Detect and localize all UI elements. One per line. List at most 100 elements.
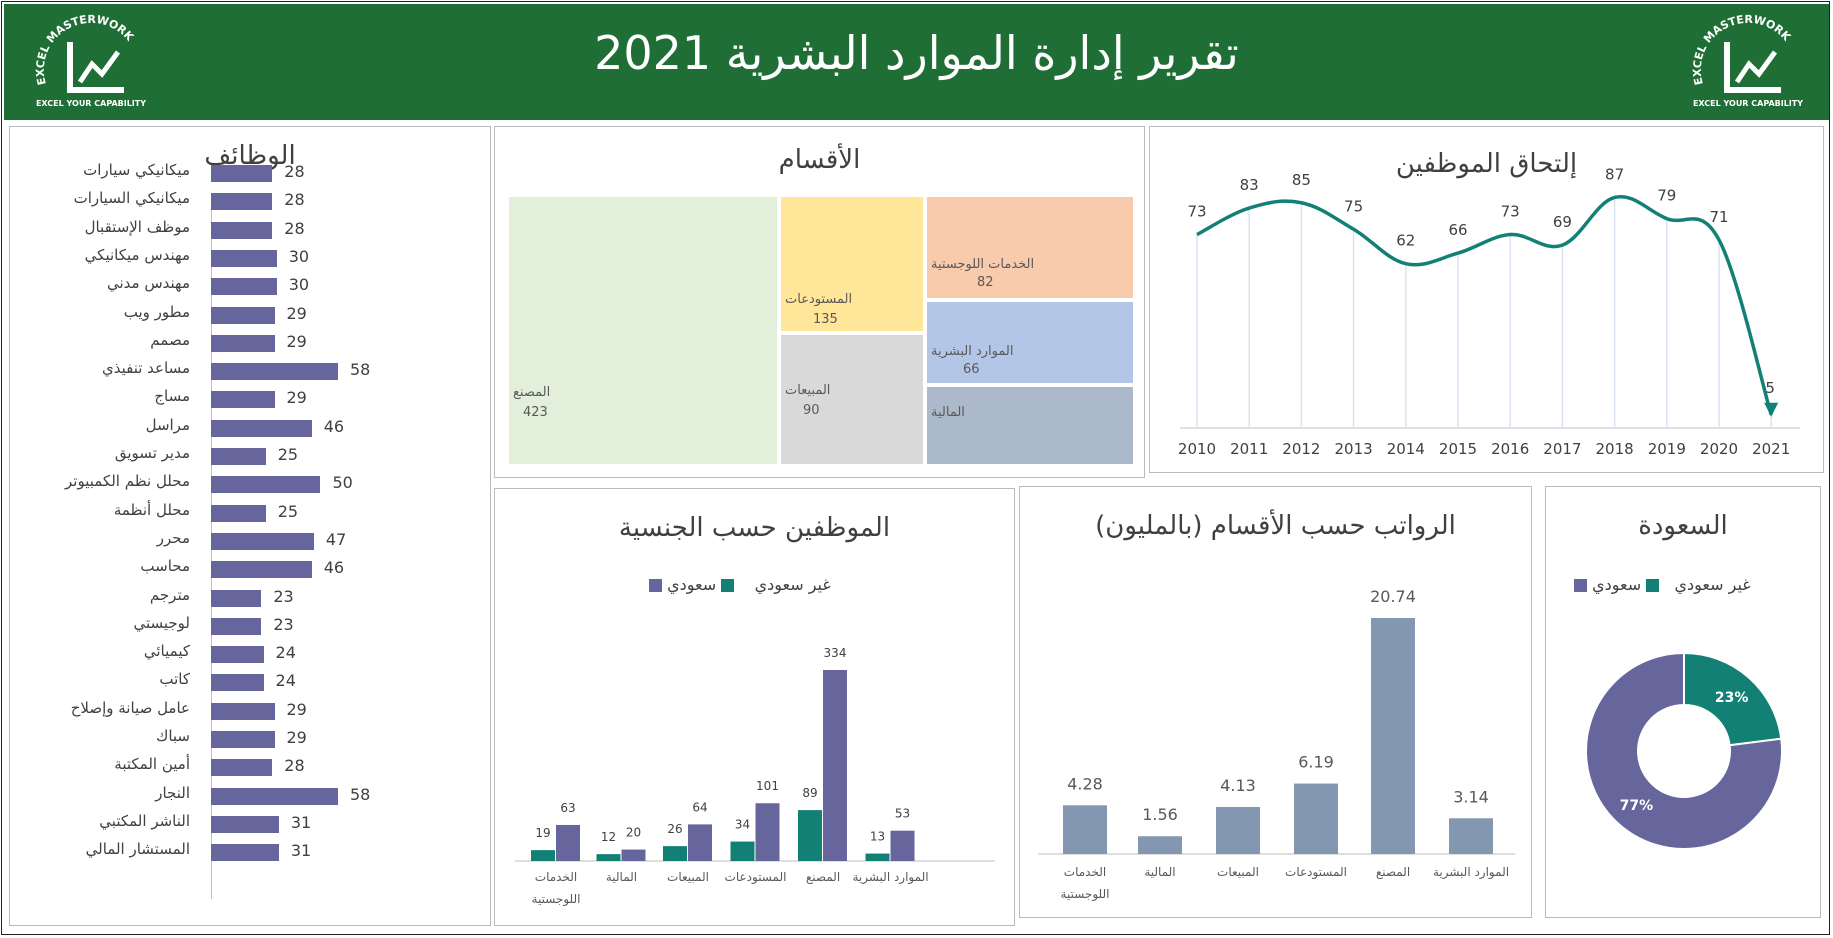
nationality-bar <box>890 830 915 861</box>
job-row: النجار 58 <box>10 782 490 810</box>
logo-left: EXCEL MASTERWORK EXCEL YOUR CAPABILITY <box>32 12 150 112</box>
legend-saudi-swatch <box>721 579 735 592</box>
job-value-label: 30 <box>288 275 310 295</box>
salary-x-tick-label: المصنع <box>1376 865 1410 879</box>
job-value-label: 24 <box>275 671 296 691</box>
legend-saudi-swatch <box>1646 579 1660 592</box>
job-bar <box>211 249 277 267</box>
job-bar <box>211 731 275 748</box>
job-row: كاتب 24 <box>10 668 490 696</box>
job-value-label: 31 <box>290 812 312 832</box>
salary-x-tick-label: اللوجستية <box>1061 887 1110 902</box>
nationality-x-tick-label: اللوجستية <box>532 892 581 907</box>
legend-non-saudi-label: غير سعودي <box>754 575 831 594</box>
job-bar <box>211 787 338 805</box>
treemap-label: الموارد البشرية <box>931 344 1014 359</box>
nationality-data-label: 13 <box>870 830 885 844</box>
treemap-cell: المصنع 423 <box>507 195 779 466</box>
hiring-title: إلتحاق الموظفين <box>1395 149 1578 179</box>
nationality-data-label: 89 <box>802 786 817 800</box>
job-bar <box>211 674 264 692</box>
salary-bar <box>1371 618 1415 854</box>
job-value-label: 28 <box>284 162 305 181</box>
hiring-x-tick-label: 2017 <box>1543 440 1581 458</box>
job-bar <box>211 617 262 635</box>
job-row: أمين المكتبة 28 <box>10 753 490 781</box>
hiring-x-tick-label: 2021 <box>1752 440 1790 458</box>
treemap-value: 90 <box>803 403 820 418</box>
job-row: مصمم 29 <box>10 329 490 357</box>
nationality-bar-chart: 19 63 الخدمات اللوجستية 12 20 المالية 26 64 المبي… <box>515 646 995 907</box>
nationality-title: الموظفين حسب الجنسية <box>618 513 891 543</box>
departments-treemap: المصنع 423 المستودعات 135 المبيعات 90 الخدمات … <box>507 195 1135 466</box>
nationality-bar <box>556 824 580 861</box>
job-row: مهندس ميكانيكي 30 <box>10 244 490 272</box>
job-bar <box>211 702 275 720</box>
job-value-label: 31 <box>290 841 312 861</box>
job-value-label: 29 <box>286 728 307 747</box>
job-label: كاتب <box>159 670 190 689</box>
job-value-label: 24 <box>275 643 296 663</box>
nationality-data-label: 64 <box>692 800 707 814</box>
job-label: موظف الإستقبال <box>84 217 190 236</box>
job-value-label: 29 <box>286 303 307 323</box>
salary-bar <box>1449 818 1493 854</box>
nationality-data-label: 19 <box>535 826 550 840</box>
hiring-x-tick-label: 2014 <box>1387 440 1425 458</box>
hiring-x-tick-label: 2015 <box>1439 440 1477 458</box>
job-label: مترجم <box>149 585 190 604</box>
nationality-bar <box>688 824 712 861</box>
nationality-x-tick-label: الموارد البشرية <box>852 870 928 885</box>
treemap-value: 423 <box>523 405 548 420</box>
job-value-label: 29 <box>286 388 307 408</box>
hiring-data-label: 73 <box>1187 203 1206 221</box>
job-label: محرر <box>156 528 190 547</box>
nationality-bar <box>621 849 646 861</box>
job-label: مراسل <box>145 415 190 434</box>
hiring-x-tick-label: 2019 <box>1648 440 1686 458</box>
job-label: الناشر المكتبي <box>99 811 190 830</box>
nationality-data-label: 101 <box>756 779 779 793</box>
svg-text:EXCEL YOUR CAPABILITY: EXCEL YOUR CAPABILITY <box>36 99 146 108</box>
job-row: محلل نظم الكمبيوتر 50 <box>10 470 490 498</box>
hiring-panel: إلتحاق الموظفين 73 2010 83 2011 85 2012 75 2013… <box>1149 126 1824 473</box>
donut-slice <box>1683 651 1783 747</box>
donut-data-label: 23% <box>1715 690 1749 706</box>
job-value-label: 23 <box>273 586 294 606</box>
hiring-x-tick-label: 2012 <box>1282 440 1320 458</box>
treemap-label: الخدمات اللوجستية <box>931 257 1035 272</box>
nationality-data-label: 26 <box>667 822 682 836</box>
treemap-label: المالية <box>931 405 965 420</box>
job-row: الناشر المكتبي 31 <box>10 810 490 838</box>
job-label: عامل صيانة وإصلاح <box>70 698 190 717</box>
nationality-x-tick-label: المبيعات <box>667 870 709 884</box>
job-value-label: 23 <box>273 614 294 634</box>
legend-non-saudi-swatch <box>649 579 662 592</box>
job-value-label: 28 <box>284 756 305 776</box>
nationality-bar <box>596 854 621 861</box>
nationality-data-label: 20 <box>626 826 641 840</box>
job-value-label: 28 <box>284 218 305 238</box>
job-row: ميكانيكي السيارات 28 <box>10 187 490 215</box>
header-banner: EXCEL MASTERWORK EXCEL YOUR CAPABILITY ت… <box>4 4 1829 120</box>
hiring-data-label: 71 <box>1709 208 1728 226</box>
job-label: ميكانيكي سيارات <box>83 161 190 179</box>
job-bar <box>211 193 273 211</box>
nationality-legend: غير سعودي سعودي <box>649 575 831 594</box>
job-label: محاسب <box>140 557 190 576</box>
legend-saudi-label: سعودي <box>667 575 717 594</box>
hiring-x-tick-label: 2010 <box>1178 440 1216 458</box>
job-row: مطور ويب 29 <box>10 301 490 329</box>
salary-bar <box>1294 783 1338 854</box>
hiring-data-label: 79 <box>1657 187 1676 205</box>
hiring-line <box>1196 194 1773 416</box>
job-row: مساج 29 <box>10 385 490 413</box>
page-title: تقرير إدارة الموارد البشرية 2021 <box>594 26 1239 80</box>
nationality-x-tick-label: المالية <box>606 870 637 884</box>
hiring-data-label: 69 <box>1553 213 1572 231</box>
job-bar <box>211 844 279 862</box>
nationality-bar <box>730 841 755 861</box>
treemap-cell: المالية <box>925 385 1135 466</box>
hiring-data-label: 87 <box>1605 165 1624 183</box>
job-label: مساعد تنفيذي <box>101 359 190 378</box>
